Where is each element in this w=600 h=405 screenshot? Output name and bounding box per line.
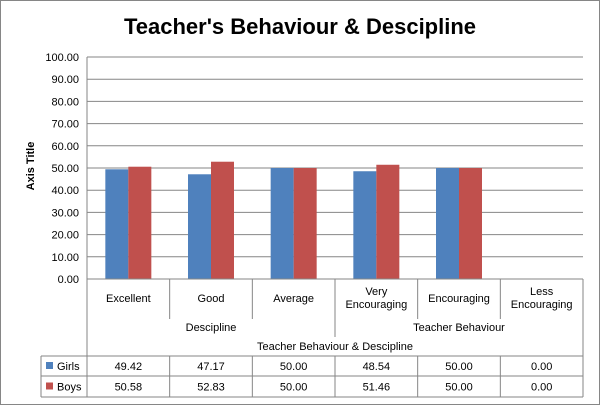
category-label: Encouraging (345, 299, 407, 311)
data-table-value: 50.00 (280, 382, 308, 394)
data-table-value: 0.00 (531, 382, 552, 394)
bar-boys (211, 161, 234, 279)
y-axis-title: Axis Title (25, 142, 37, 191)
category-label: Encouraging (428, 293, 490, 305)
category-label: Very (365, 286, 388, 298)
group-label: Teacher Behaviour (413, 322, 505, 334)
category-label: Excellent (106, 293, 151, 305)
super-group-label: Teacher Behaviour & Descipline (257, 341, 413, 353)
y-tick-label: 60.00 (51, 141, 79, 153)
bar-girls (188, 174, 211, 279)
gridlines (87, 56, 583, 258)
legend-label: Girls (57, 361, 80, 373)
y-tick-label: 90.00 (51, 74, 79, 86)
bars (105, 161, 482, 279)
bar-girls (353, 171, 377, 279)
data-table-value: 50.00 (280, 361, 308, 373)
group-label: Descipline (186, 322, 237, 334)
data-table-value: 50.00 (445, 382, 473, 394)
legend-label: Boys (57, 382, 82, 394)
data-table-value: 48.54 (363, 361, 391, 373)
y-axis: 0.00 10.00 20.00 30.00 40.00 50.00 60.00 70.00 8… (45, 52, 88, 286)
y-tick-label: 50.00 (51, 163, 79, 175)
bar-girls (105, 169, 129, 279)
data-table-value: 49.42 (115, 361, 143, 373)
data-table-value: 0.00 (531, 361, 552, 373)
category-label: Good (198, 293, 225, 305)
y-tick-label: 10.00 (51, 252, 79, 264)
category-label: Encouraging (511, 299, 573, 311)
data-table: Girls 49.42 47.17 50.00 48.54 50.00 0.00 Boys 50… (40, 355, 584, 398)
data-table-value: 47.17 (197, 361, 225, 373)
legend-key-girls (46, 362, 53, 369)
category-label: Less (530, 286, 554, 298)
bar-boys (128, 166, 152, 279)
bar-boys (376, 164, 400, 279)
y-tick-label: 20.00 (51, 230, 79, 242)
data-table-value: 51.46 (363, 382, 391, 394)
bar-boys (459, 168, 482, 279)
y-tick-label: 70.00 (51, 119, 79, 131)
legend-key-boys (46, 382, 53, 390)
y-tick-label: 0.00 (58, 274, 79, 286)
y-tick-label: 30.00 (51, 207, 79, 219)
y-tick-label: 80.00 (51, 96, 79, 108)
bar-girls (436, 168, 459, 279)
category-label: Average (273, 293, 314, 305)
chart-title: Teacher's Behaviour & Descipline (124, 14, 476, 39)
data-table-value: 50.58 (115, 382, 143, 394)
bar-boys (293, 168, 317, 279)
y-tick-label: 100.00 (45, 52, 79, 64)
data-table-value: 50.00 (445, 361, 473, 373)
data-table-value: 52.83 (197, 382, 225, 394)
bar-girls (270, 168, 294, 279)
y-tick-label: 40.00 (51, 185, 79, 197)
